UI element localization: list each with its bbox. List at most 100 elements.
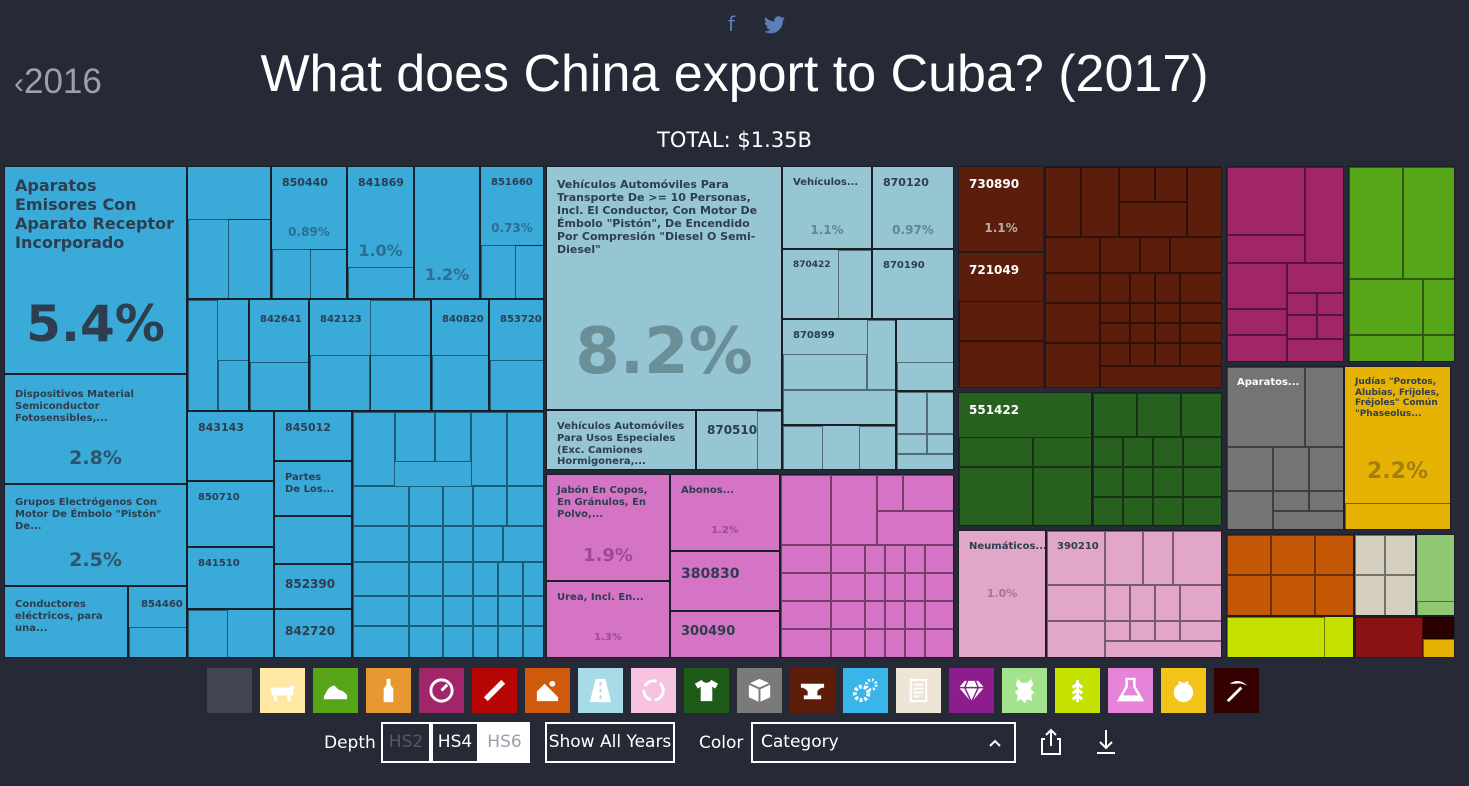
treemap-tile[interactable]: 300490 [670,611,780,658]
treemap-tile[interactable]: 841869 1.0% [347,166,414,299]
treemap-tile[interactable] [1354,534,1416,616]
treemap-tile[interactable]: 870120 0.97% [872,166,954,249]
treemap-tile[interactable]: Partes De Los... [274,461,352,516]
treemap-tile[interactable]: 853720 [489,299,544,411]
treemap-tile[interactable]: 551422 [958,392,1092,526]
treemap-tile[interactable]: Judías "Porotos, Alubias, Frijoles, Fréj… [1344,366,1451,530]
tile-label: Partes De Los... [285,472,335,495]
category-arts-button[interactable] [1214,668,1259,713]
treemap-tile[interactable] [274,516,352,564]
treemap-tile[interactable]: 843143 [187,411,274,481]
treemap-tile[interactable]: Conductores eléctricos, para una... [4,586,128,658]
treemap-tile[interactable]: Urea, Incl. En... 1.3% [546,581,670,658]
treemap-tile[interactable]: 1.2% [414,166,480,299]
category-chemical-products-button[interactable] [1108,668,1153,713]
depth-hs4-button[interactable]: HS4 [431,722,479,763]
treemap-tile[interactable] [1226,534,1354,616]
category-animal-hides-button[interactable] [1002,668,1047,713]
category-precious-metals-button[interactable] [949,668,994,713]
treemap-tile[interactable] [1416,534,1455,616]
depth-hs6-button[interactable]: HS6 [479,722,530,763]
treemap-tile[interactable]: Abonos... 1.2% [670,474,780,551]
treemap-tile[interactable]: 870190 [872,249,954,319]
category-stone-button[interactable] [737,668,782,713]
treemap-tile[interactable]: 842720 [274,609,352,658]
tomato-icon [1173,680,1194,703]
treemap-tile[interactable] [896,391,954,470]
treemap-tile[interactable]: 840820 [431,299,489,411]
treemap-tile[interactable]: 851660 0.73% [480,166,544,299]
show-all-years-button[interactable]: Show All Years [545,722,675,763]
treemap-tile[interactable]: Jabón En Copos, En Gránulos, En Polvo,..… [546,474,670,581]
treemap-tile[interactable] [1348,166,1455,362]
category-vegetable-oils-button[interactable] [1055,668,1100,713]
category-plastics-button[interactable] [631,668,676,713]
tile-percent: 1.0% [358,241,403,260]
treemap-tile[interactable] [187,299,249,411]
treemap-tile[interactable]: 721049 [958,252,1044,388]
treemap-tile[interactable]: Vehículos Automóviles Para Usos Especial… [546,410,696,470]
shirt-icon [694,679,719,702]
treemap-tile[interactable]: Vehículos... 1.1% [782,166,872,249]
treemap-tile[interactable]: 850440 0.89% [271,166,347,299]
treemap-tile[interactable] [1226,616,1354,658]
category-foodstuffs-button[interactable] [366,668,411,713]
treemap-tile[interactable]: 852390 [274,564,352,609]
tile-label: 870190 [883,260,925,271]
category-vegetable-button[interactable] [313,668,358,713]
pickaxe-icon [1226,681,1248,703]
category-transportation-button[interactable] [578,668,623,713]
treemap-tile[interactable] [187,609,274,658]
treemap-tile[interactable] [1354,616,1455,658]
treemap-tile[interactable]: 850710 [187,481,274,547]
category-animal-products-button[interactable] [260,668,305,713]
treemap-tile[interactable]: 870899 [782,319,896,425]
treemap-tile[interactable]: 870510 [696,410,782,470]
treemap-tile[interactable]: Aparatos Emisores Con Aparato Receptor I… [4,166,187,374]
share-icon[interactable] [1040,728,1062,756]
treemap-tile[interactable]: 842123 [309,299,431,411]
category-machines-button[interactable] [843,668,888,713]
tile-label: 300490 [681,624,736,639]
category-weapons-button[interactable] [472,668,517,713]
color-select[interactable]: Category [751,722,1016,763]
category-minerals-button[interactable] [525,668,570,713]
tile-percent: 5.4% [26,295,165,353]
treemap-tile[interactable]: Aparatos... [1226,366,1344,530]
treemap-tile[interactable]: 870422 [782,249,872,319]
treemap-tile[interactable] [782,425,896,470]
treemap-tile[interactable]: Neumáticos... 1.0% [958,530,1046,658]
category-metals-button[interactable] [790,668,835,713]
category-textiles-button[interactable] [684,668,729,713]
treemap-tile[interactable]: 845012 [274,411,352,461]
treemap-tile[interactable] [1044,166,1222,388]
treemap-tile[interactable]: Vehículos Automóviles Para Transporte De… [546,166,782,410]
treemap-tile[interactable]: Grupos Electrógenos Con Motor De Émbolo … [4,484,187,586]
category-all-button[interactable] [207,668,252,713]
treemap-tile[interactable]: 841510 [187,547,274,609]
treemap-tile[interactable]: 380830 [670,551,780,611]
scroll-icon [909,678,928,703]
previous-year-link[interactable]: ‹2016 [14,62,102,102]
treemap-tile[interactable] [780,474,954,658]
treemap-tile[interactable] [1092,392,1222,526]
treemap-tile[interactable] [187,166,271,299]
treemap-tile[interactable]: 854460 [128,586,187,658]
treemap-tile[interactable] [896,319,954,391]
treemap-tile[interactable] [352,411,544,658]
depth-hs2-button[interactable]: HS2 [381,722,431,763]
tile-percent: 1.1% [984,221,1018,235]
download-icon[interactable] [1095,728,1117,756]
category-miscellaneous-button[interactable] [896,668,941,713]
treemap-tile[interactable]: 730890 1.1% [958,166,1044,252]
treemap-tile[interactable] [1226,166,1344,362]
category-footwear-button[interactable] [419,668,464,713]
facebook-icon[interactable]: f [728,12,736,36]
treemap-tile[interactable]: 842641 [249,299,309,411]
treemap-tile[interactable]: Dispositivos Material Semiconductor Foto… [4,374,187,484]
tile-label: 851660 [491,177,533,188]
category-food-products-button[interactable] [1161,668,1206,713]
treemap-tile[interactable]: 390210 [1046,530,1222,658]
tile-label: Aparatos Emisores Con Aparato Receptor I… [15,176,175,252]
twitter-icon[interactable] [764,16,785,34]
